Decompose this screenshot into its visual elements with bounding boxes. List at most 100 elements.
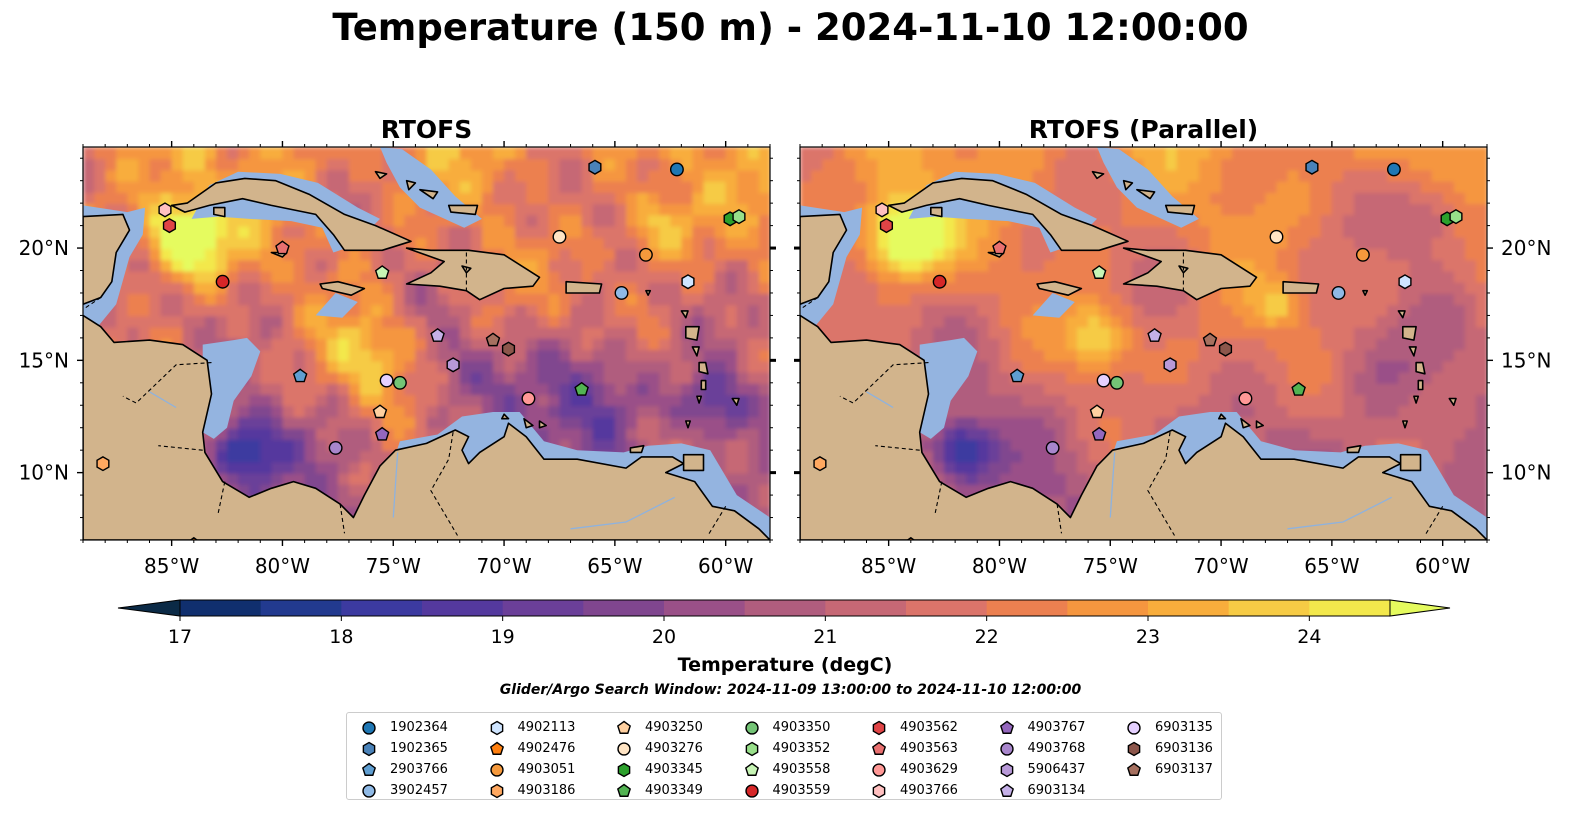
legend-label: 4903276 <box>645 741 703 756</box>
legend-entry: 4903766 <box>869 780 958 801</box>
legend-column: 1902364 1902365 2903766 3902457 <box>359 717 448 801</box>
float-marker-5906437 <box>1163 357 1177 373</box>
river-line <box>1109 452 1116 518</box>
x-tick-label: 60°W <box>1415 554 1470 578</box>
land-mass <box>1448 397 1457 407</box>
land-mass <box>1402 325 1417 341</box>
float-marker-3902457 <box>1331 286 1346 300</box>
country-border <box>339 504 346 534</box>
legend-label: 3902457 <box>390 783 448 798</box>
country-border <box>83 297 102 311</box>
legend-label: 4903349 <box>645 783 703 798</box>
colorbar-segment <box>1067 600 1149 616</box>
y-tick-label: 10°N <box>19 461 69 485</box>
shelf-region <box>202 337 261 439</box>
legend-marker-4903558 <box>744 762 759 776</box>
hexagon-marker-icon <box>617 762 631 777</box>
x-tick-label: 80°W <box>255 554 310 578</box>
float-marker-5906437 <box>446 357 460 373</box>
legend-label: 4903629 <box>900 762 958 777</box>
float-marker-4903558 <box>374 265 390 279</box>
land-mass <box>523 417 534 429</box>
circle-marker-icon <box>489 762 504 777</box>
land-mass <box>405 179 417 191</box>
legend-entry: 5906437 <box>997 759 1086 780</box>
legend-entry: 4903768 <box>997 738 1086 759</box>
legend-entry: 4903767 <box>997 717 1085 738</box>
float-marker-4903276 <box>552 229 567 244</box>
colorbar-tick-label: 17 <box>168 626 192 648</box>
float-marker-4903250 <box>1089 404 1105 419</box>
legend-entry: 4902476 <box>487 738 576 759</box>
land-mass <box>645 289 652 297</box>
legend-marker-4903345 <box>617 762 631 777</box>
float-marker-4903276 <box>1269 229 1284 244</box>
land-mass <box>887 177 1129 252</box>
country-border <box>1424 506 1444 536</box>
legend-entry: 4903563 <box>869 738 958 759</box>
legend-marker-4903563 <box>871 741 887 755</box>
hexagon-marker-icon <box>490 783 503 798</box>
river-line <box>149 391 177 409</box>
river-line <box>392 452 399 518</box>
colorbar-segment <box>422 600 504 616</box>
country-border <box>158 445 203 451</box>
colorbar: 17 18 19 20 21 22 23 24 Temperature (degC) <box>117 599 1451 676</box>
land-mass <box>1091 170 1105 180</box>
legend-label: 4903768 <box>1027 741 1086 756</box>
country-border <box>839 362 929 404</box>
legend-marker-4903276 <box>617 741 631 756</box>
colorbar-tick-label: 18 <box>329 626 353 648</box>
legend-label: 4903051 <box>517 762 576 777</box>
float-marker-2903766 <box>292 368 308 383</box>
colorbar-tick-label: 23 <box>1136 626 1160 648</box>
map-frame <box>799 146 1488 541</box>
legend-marker-5906437 <box>1000 762 1013 777</box>
legend-label: 6903135 <box>1155 720 1213 735</box>
land-mass <box>1164 204 1196 216</box>
legend-entry: 4903350 <box>742 717 830 738</box>
x-tick-label: 60°W <box>698 554 753 578</box>
legend-label: 1902364 <box>390 720 448 735</box>
y-tick-label: 15°N <box>1501 348 1551 372</box>
land-mass <box>213 206 226 218</box>
country-border <box>217 481 226 514</box>
legend-entry: 4903558 <box>742 759 830 780</box>
y-tick-label: 20°N <box>1501 236 1551 260</box>
colorbar-segment <box>1228 600 1310 616</box>
legend-entry: 4903559 <box>742 780 831 801</box>
land-mass <box>800 314 1487 540</box>
legend-column: 6903135 6903136 6903137 <box>1124 717 1213 780</box>
legend-marker-4903352 <box>745 741 758 756</box>
legend-entry: 2903766 <box>359 759 448 780</box>
x-tick-label: 70°W <box>476 554 531 578</box>
hexagon-marker-icon <box>872 783 886 798</box>
legend-marker-2903766 <box>361 762 377 776</box>
legend-entry: 1902365 <box>359 738 448 759</box>
float-marker-6903137 <box>485 332 501 347</box>
river-line <box>570 496 675 530</box>
legend-entry: 4902113 <box>487 717 575 738</box>
legend-entry: 6903137 <box>1124 759 1213 780</box>
circle-marker-icon <box>1127 720 1141 735</box>
pentagon-marker-icon <box>744 762 759 776</box>
legend-marker-4903559 <box>744 783 759 798</box>
legend-label: 6903134 <box>1027 783 1086 798</box>
land-mass <box>684 420 692 429</box>
legend-label: 5906437 <box>1027 762 1086 777</box>
float-marker-4903563 <box>275 240 290 255</box>
legend-entry: 4903345 <box>614 759 703 780</box>
legend-entry: 6903134 <box>997 780 1086 801</box>
circle-marker-icon <box>872 762 886 777</box>
colorbar-segment <box>180 600 262 616</box>
x-tick-label: 65°W <box>587 554 642 578</box>
country-border <box>707 506 727 536</box>
float-marker-4903349 <box>574 381 589 396</box>
land-mass <box>1122 247 1258 301</box>
float-marker-1902364 <box>1386 162 1401 177</box>
land-mass <box>319 280 366 297</box>
float-legend: 1902364 1902365 2903766 3902457 4902113 49024… <box>346 712 1222 800</box>
legend-label: 2903766 <box>390 762 448 777</box>
legend-label: 4902476 <box>517 741 576 756</box>
legend-label: 4903559 <box>772 783 831 798</box>
